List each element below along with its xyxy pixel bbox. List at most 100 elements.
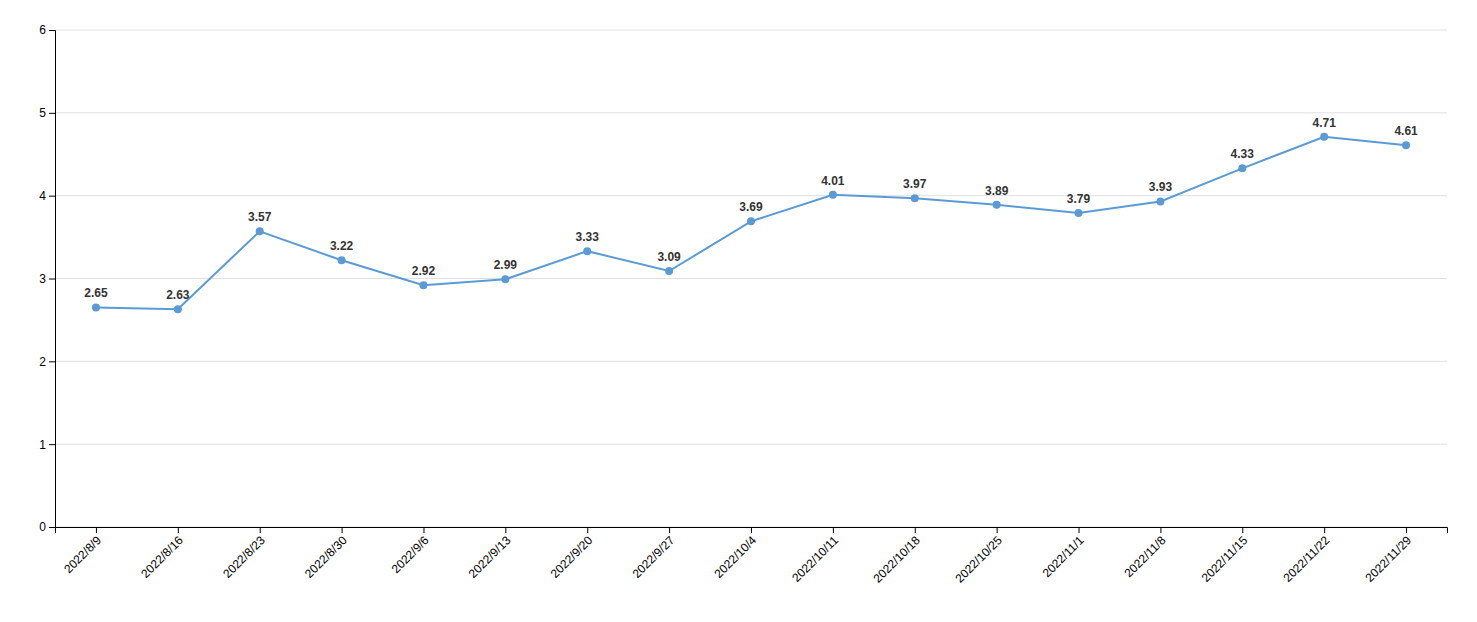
x-tick-mark <box>260 527 261 533</box>
data-label: 3.97 <box>903 177 927 191</box>
x-tick-label: 2022/10/25 <box>952 533 1005 586</box>
chart-svg: 0 1 2 3 4 5 6 2022/8/9 2022/8/16 2022/8/23 2022/8/… <box>0 0 1477 622</box>
data-label: 2.92 <box>412 264 436 278</box>
data-label: 2.63 <box>166 288 190 302</box>
x-tick-label: 2022/8/16 <box>138 533 186 581</box>
plot-area: 0 1 2 3 4 5 6 2022/8/9 2022/8/16 2022/8/23 2022/8/… <box>39 23 1447 585</box>
data-label: 3.93 <box>1149 180 1173 194</box>
y-tick-label: 1 <box>39 438 46 452</box>
grid <box>55 30 1447 527</box>
point <box>501 275 509 283</box>
grid-line <box>55 444 1447 445</box>
x-tick: 2022/11/15 <box>1199 527 1251 585</box>
x-tick-mark <box>423 527 424 533</box>
grid-line <box>55 30 1447 31</box>
data-label: 4.61 <box>1394 124 1418 138</box>
x-tick-mark <box>669 527 670 533</box>
point <box>92 303 100 311</box>
x-tick-label: 2022/11/1 <box>1040 533 1087 580</box>
data-label: 3.09 <box>657 250 681 264</box>
point <box>911 194 919 202</box>
data-label: 4.71 <box>1312 116 1336 130</box>
x-tick-label: 2022/8/9 <box>61 533 104 576</box>
grid-line <box>55 361 1447 362</box>
point <box>1075 209 1083 217</box>
data-label: 3.57 <box>248 210 272 224</box>
point <box>174 305 182 313</box>
y-tick: 2 <box>39 355 55 369</box>
x-tick-label: 2022/9/27 <box>630 533 678 581</box>
y-axis-line <box>49 31 56 528</box>
x-tick-label: 2022/10/4 <box>711 533 759 581</box>
y-tick: 0 <box>39 520 55 534</box>
x-tick-mark <box>915 527 916 533</box>
y-tick-label: 5 <box>39 106 46 120</box>
y-tick-mark <box>49 196 55 197</box>
grid-line <box>55 278 1447 279</box>
point <box>1238 164 1246 172</box>
series <box>92 133 1410 313</box>
data-label: 3.69 <box>739 200 763 214</box>
x-tick: 2022/8/23 <box>220 527 268 581</box>
x-tick-mark <box>178 527 179 533</box>
x-tick: 2022/9/13 <box>466 527 514 581</box>
x-tick-label: 2022/11/29 <box>1362 533 1414 585</box>
x-axis-line <box>56 528 1448 534</box>
x-tick-label: 2022/9/6 <box>389 533 432 576</box>
y-tick-label: 4 <box>39 189 46 203</box>
data-label: 3.33 <box>576 230 600 244</box>
x-tick-mark <box>1242 527 1243 533</box>
line <box>96 137 1406 309</box>
y-tick: 4 <box>39 189 55 203</box>
x-tick-mark <box>342 527 343 533</box>
point <box>256 227 264 235</box>
x-tick: 2022/8/30 <box>302 527 350 581</box>
y-tick-label: 0 <box>39 520 46 534</box>
grid-line <box>55 195 1447 196</box>
y-tick-mark <box>49 444 55 445</box>
y-tick: 6 <box>39 23 55 37</box>
x-tick-label: 2022/10/18 <box>871 533 924 586</box>
x-tick-mark <box>505 527 506 533</box>
data-label: 2.65 <box>84 286 108 300</box>
point <box>665 267 673 275</box>
x-tick: 2022/10/25 <box>952 527 1005 586</box>
x-tick: 2022/11/22 <box>1281 527 1333 585</box>
point <box>583 247 591 255</box>
x-tick: 2022/11/1 <box>1040 527 1087 580</box>
x-tick: 2022/9/27 <box>630 527 678 581</box>
point <box>747 217 755 225</box>
y-axis: 0 1 2 3 4 5 6 <box>39 23 55 534</box>
x-tick-mark <box>751 527 752 533</box>
x-tick: 2022/10/18 <box>871 527 924 586</box>
y-tick-label: 6 <box>39 23 46 37</box>
y-tick: 5 <box>39 106 55 120</box>
data-label: 3.22 <box>330 239 354 253</box>
x-tick: 2022/11/29 <box>1362 527 1414 585</box>
x-tick-mark <box>587 527 588 533</box>
x-tick-label: 2022/9/13 <box>466 533 514 581</box>
x-tick: 2022/10/11 <box>789 527 841 585</box>
x-tick-label: 2022/9/20 <box>548 533 596 581</box>
x-tick-label: 2022/10/11 <box>789 533 841 585</box>
grid-line <box>55 112 1447 113</box>
y-tick-label: 3 <box>39 272 46 286</box>
data-label: 4.01 <box>821 174 845 188</box>
y-tick: 1 <box>39 438 55 452</box>
point <box>338 256 346 264</box>
point <box>1320 133 1328 141</box>
point <box>1156 197 1164 205</box>
data-label: 2.99 <box>494 258 518 272</box>
y-tick-mark <box>49 527 55 528</box>
y-tick: 3 <box>39 272 55 286</box>
x-tick-label: 2022/8/23 <box>220 533 268 581</box>
point <box>419 281 427 289</box>
y-tick-label: 2 <box>39 355 46 369</box>
x-tick-mark <box>1079 527 1080 533</box>
y-tick-mark <box>49 279 55 280</box>
x-tick-label: 2022/8/30 <box>302 533 350 581</box>
x-tick: 2022/11/8 <box>1122 527 1169 580</box>
x-tick: 2022/8/9 <box>61 527 104 576</box>
x-tick-label: 2022/11/8 <box>1122 533 1169 580</box>
y-tick-mark <box>49 30 55 31</box>
